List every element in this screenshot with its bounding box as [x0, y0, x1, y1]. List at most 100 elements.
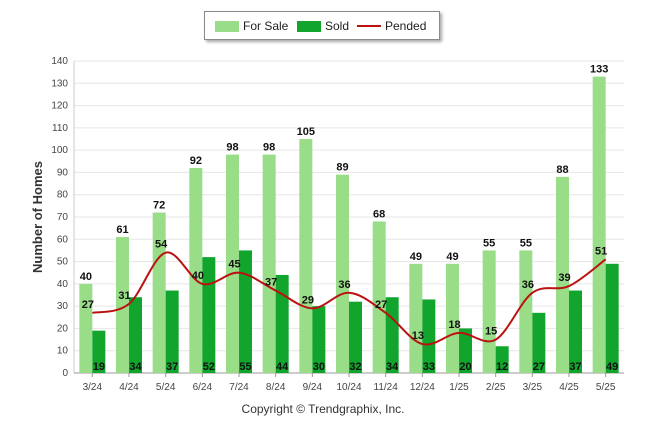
y-tick-label: 20	[57, 323, 69, 334]
x-tick-label: 9/24	[303, 382, 323, 393]
data-label-pended: 39	[558, 272, 570, 284]
x-tick-label: 1/25	[449, 382, 469, 393]
x-tick-label: 5/24	[156, 382, 176, 393]
legend-label-pended: Pended	[385, 19, 427, 33]
data-label-for-sale: 40	[80, 271, 92, 283]
data-label-pended: 37	[265, 277, 277, 289]
data-label-for-sale: 49	[410, 251, 422, 263]
y-tick-label: 70	[57, 212, 69, 223]
data-label-sold: 12	[496, 361, 508, 373]
data-label-sold: 32	[349, 361, 361, 373]
bar-for-sale	[556, 176, 569, 373]
x-tick-label: 12/24	[410, 382, 435, 393]
y-axis-title: Number of Homes	[30, 161, 45, 273]
bar-sold	[495, 346, 509, 373]
legend-swatch-pended	[357, 25, 381, 27]
y-tick-label: 120	[51, 101, 68, 112]
data-label-for-sale: 98	[226, 142, 238, 154]
y-tick-label: 130	[51, 78, 68, 89]
y-tick-label: 60	[57, 234, 69, 245]
x-tick-label: 4/24	[119, 382, 139, 393]
bar-sold	[459, 328, 472, 373]
legend-swatch-sold	[297, 20, 321, 32]
data-label-for-sale: 72	[153, 200, 165, 212]
bar-sold	[312, 306, 326, 373]
data-label-pended: 40	[192, 270, 204, 282]
bar-sold	[349, 301, 362, 373]
bar-for-sale	[226, 154, 239, 373]
bar-sold	[92, 330, 106, 373]
data-label-for-sale: 133	[590, 64, 608, 76]
bar-sold	[275, 274, 289, 373]
legend-item-pended[interactable]: Pended	[357, 19, 426, 33]
bar-for-sale	[482, 250, 496, 373]
data-label-sold: 52	[203, 361, 215, 373]
y-tick-label: 80	[57, 190, 69, 201]
x-tick-label: 10/24	[336, 382, 361, 393]
y-tick-label: 100	[51, 145, 68, 156]
data-label-for-sale: 55	[483, 237, 495, 249]
data-label-pended: 29	[302, 294, 314, 306]
x-tick-label: 8/24	[266, 382, 286, 393]
data-label-for-sale: 98	[263, 142, 275, 154]
bar-for-sale	[409, 263, 423, 373]
legend-item-for-sale[interactable]: For Sale	[215, 19, 288, 33]
data-label-sold: 30	[313, 361, 325, 373]
data-label-sold: 27	[533, 361, 545, 373]
data-label-pended: 36	[522, 279, 534, 291]
bar-for-sale	[336, 174, 349, 373]
bar-sold	[239, 250, 252, 373]
bar-sold	[605, 263, 619, 373]
data-label-for-sale: 92	[190, 155, 202, 167]
legend: For Sale Sold Pended	[204, 11, 440, 40]
y-tick-label: 110	[52, 123, 68, 134]
y-tick-label: 0	[62, 368, 68, 379]
data-label-for-sale: 55	[520, 237, 532, 249]
data-label-pended: 36	[338, 279, 350, 291]
bar-sold	[165, 290, 179, 373]
data-label-sold: 37	[166, 361, 178, 373]
legend-item-sold[interactable]: Sold	[297, 19, 349, 33]
data-label-for-sale: 61	[116, 224, 128, 236]
copyright-footer: Copyright © Trendgraphix, Inc.	[241, 402, 405, 416]
data-label-for-sale: 49	[446, 251, 458, 263]
bar-for-sale	[189, 167, 203, 373]
y-tick-label: 40	[57, 279, 69, 290]
y-tick-label: 90	[57, 167, 69, 178]
data-label-pended: 27	[82, 299, 94, 311]
bar-for-sale	[372, 221, 386, 373]
y-tick-label: 140	[51, 56, 68, 67]
data-label-pended: 13	[412, 330, 424, 342]
x-tick-label: 11/24	[374, 382, 399, 393]
bar-for-sale	[299, 139, 313, 373]
x-tick-label: 5/25	[596, 382, 616, 393]
data-label-sold: 44	[276, 361, 289, 373]
bar-for-sale	[152, 212, 166, 373]
data-label-for-sale: 105	[297, 126, 315, 138]
x-tick-label: 7/24	[229, 382, 249, 393]
data-label-pended: 27	[375, 299, 387, 311]
legend-swatch-for-sale	[215, 20, 239, 32]
data-label-sold: 19	[93, 361, 105, 373]
data-label-sold: 34	[129, 361, 142, 373]
data-label-pended: 18	[448, 319, 460, 331]
data-label-sold: 37	[569, 361, 581, 373]
data-label-pended: 15	[485, 326, 497, 338]
line-pended	[92, 251, 607, 346]
bar-for-sale	[519, 250, 533, 373]
x-tick-label: 4/25	[559, 382, 579, 393]
data-label-for-sale: 88	[556, 164, 568, 176]
bar-sold	[422, 299, 436, 373]
data-label-pended: 51	[595, 245, 607, 257]
y-tick-label: 30	[57, 301, 69, 312]
x-tick-label: 6/24	[193, 382, 213, 393]
x-tick-label: 3/24	[83, 382, 103, 393]
bar-sold	[202, 257, 216, 373]
legend-label-for-sale: For Sale	[243, 19, 289, 33]
data-label-pended: 45	[228, 259, 240, 271]
bar-sold	[129, 297, 142, 373]
legend-label-sold: Sold	[325, 19, 350, 33]
data-label-sold: 55	[239, 361, 251, 373]
data-label-for-sale: 68	[373, 208, 385, 220]
